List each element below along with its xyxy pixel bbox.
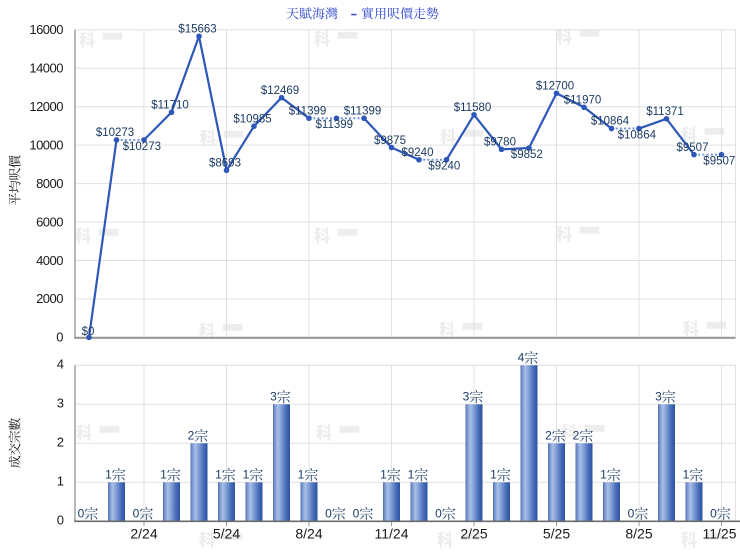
svg-text:5/25: 5/25 <box>543 526 570 542</box>
svg-text:$9507: $9507 <box>677 142 709 154</box>
svg-text:$10864: $10864 <box>591 116 630 128</box>
svg-text:4: 4 <box>518 351 525 365</box>
svg-text:1: 1 <box>380 468 387 482</box>
svg-text:1: 1 <box>160 468 167 482</box>
svg-text:$11710: $11710 <box>151 100 189 112</box>
svg-text:6000: 6000 <box>36 214 63 229</box>
svg-text:$11970: $11970 <box>564 95 602 107</box>
svg-text:$11371: $11371 <box>646 106 684 118</box>
svg-text:0: 0 <box>435 506 442 520</box>
svg-text:$12469: $12469 <box>261 85 299 97</box>
svg-text:3: 3 <box>655 390 662 404</box>
svg-text:1: 1 <box>683 468 690 482</box>
svg-text:0: 0 <box>628 506 635 520</box>
svg-text:1: 1 <box>215 468 222 482</box>
svg-text:3: 3 <box>270 390 277 404</box>
svg-text:$11399: $11399 <box>289 106 327 118</box>
svg-text:$9780: $9780 <box>484 137 516 149</box>
svg-text:$9875: $9875 <box>374 135 406 147</box>
svg-text:12000: 12000 <box>29 99 63 114</box>
svg-text:5/24: 5/24 <box>213 526 240 542</box>
svg-text:1: 1 <box>600 468 607 482</box>
svg-text:0: 0 <box>57 513 64 528</box>
svg-text:$11399: $11399 <box>344 106 382 118</box>
svg-text:0: 0 <box>353 506 360 520</box>
svg-text:11/24: 11/24 <box>375 526 409 542</box>
svg-text:0: 0 <box>710 506 717 520</box>
svg-text:3: 3 <box>57 396 64 411</box>
svg-text:$11399: $11399 <box>316 119 354 131</box>
svg-text:2: 2 <box>188 429 195 443</box>
svg-text:1: 1 <box>490 468 497 482</box>
svg-text:$9240: $9240 <box>428 161 460 173</box>
svg-text:$8693: $8693 <box>209 158 241 170</box>
svg-text:2: 2 <box>57 435 64 450</box>
svg-text:$11580: $11580 <box>454 102 492 114</box>
svg-text:$9852: $9852 <box>511 149 543 161</box>
svg-text:1: 1 <box>243 468 250 482</box>
svg-text:4: 4 <box>57 357 64 372</box>
svg-text:0: 0 <box>133 506 140 520</box>
svg-text:0: 0 <box>325 506 332 520</box>
svg-text:8/24: 8/24 <box>295 526 322 542</box>
svg-text:0: 0 <box>78 506 85 520</box>
svg-text:10000: 10000 <box>29 138 63 153</box>
svg-text:2: 2 <box>545 429 552 443</box>
svg-text:$0: $0 <box>82 326 95 338</box>
svg-text:$10985: $10985 <box>233 113 271 125</box>
svg-text:16000: 16000 <box>29 22 63 37</box>
svg-text:1: 1 <box>298 468 305 482</box>
svg-text:14000: 14000 <box>29 61 63 76</box>
svg-text:2/24: 2/24 <box>130 526 157 542</box>
svg-text:2/25: 2/25 <box>460 526 487 542</box>
svg-text:$10864: $10864 <box>618 129 657 141</box>
svg-text:$12700: $12700 <box>536 80 574 92</box>
svg-text:1: 1 <box>57 474 64 489</box>
svg-text:$9240: $9240 <box>402 147 434 159</box>
svg-text:$15663: $15663 <box>178 24 216 36</box>
svg-text:8000: 8000 <box>36 176 63 191</box>
svg-text:2: 2 <box>573 429 580 443</box>
svg-text:$10273: $10273 <box>123 141 161 153</box>
svg-text:11/25: 11/25 <box>703 526 737 542</box>
svg-text:0: 0 <box>56 330 63 345</box>
svg-text:8/25: 8/25 <box>625 526 652 542</box>
svg-text:3: 3 <box>463 390 470 404</box>
svg-text:1: 1 <box>105 468 112 482</box>
svg-text:$10273: $10273 <box>96 127 134 139</box>
svg-text:4000: 4000 <box>36 253 63 268</box>
svg-text:$9507: $9507 <box>703 156 735 168</box>
svg-text:2000: 2000 <box>36 291 63 306</box>
svg-text:1: 1 <box>408 468 415 482</box>
